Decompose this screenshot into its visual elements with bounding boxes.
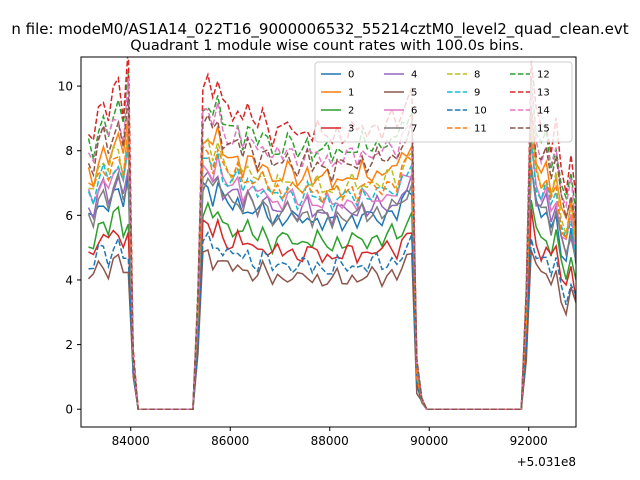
- y-tick-label: 2: [65, 338, 73, 352]
- x-axis-offset-label: +5.031e8: [517, 455, 576, 469]
- axes-frame: [80, 56, 577, 428]
- legend-label-6: 6: [411, 106, 417, 117]
- x-tick-label: 84000: [112, 434, 150, 448]
- legend-label-7: 7: [411, 124, 417, 135]
- legend-label-10: 10: [474, 106, 487, 117]
- legend-label-4: 4: [411, 70, 417, 81]
- legend-label-15: 15: [537, 124, 550, 135]
- y-tick-label: 8: [65, 144, 73, 158]
- series-line-14: [87, 78, 576, 410]
- y-tick-label: 0: [65, 403, 73, 417]
- y-tick-label: 4: [65, 273, 73, 287]
- y-tick-label: 10: [58, 80, 73, 94]
- y-axis: 0 2 4 6 8 10: [58, 80, 81, 417]
- x-tick-label: 92000: [510, 434, 548, 448]
- legend-label-8: 8: [474, 70, 480, 81]
- legend-label-9: 9: [474, 88, 480, 99]
- legend-box: [314, 61, 573, 143]
- legend-label-11: 11: [474, 124, 487, 135]
- legend-label-0: 0: [348, 70, 354, 81]
- legend-label-2: 2: [348, 106, 354, 117]
- legend-label-13: 13: [537, 88, 550, 99]
- x-tick-label: 90000: [410, 434, 448, 448]
- x-tick-label: 86000: [211, 434, 249, 448]
- series-line-15: [87, 97, 576, 410]
- legend-label-3: 3: [348, 124, 354, 135]
- legend-label-1: 1: [348, 88, 354, 99]
- series-layer: [87, 57, 576, 410]
- y-tick-label: 6: [65, 209, 73, 223]
- x-tick-label: 88000: [311, 434, 349, 448]
- chart-title: Quadrant 1 module wise count rates with …: [130, 38, 524, 54]
- x-axis: 84000 86000 88000 90000 92000: [112, 427, 548, 448]
- figure-suptitle: n file: modeM0/AS1A14_022T16_9000006532_…: [11, 20, 628, 39]
- legend-label-14: 14: [537, 106, 550, 117]
- legend-label-5: 5: [411, 88, 417, 99]
- legend-label-12: 12: [537, 70, 550, 81]
